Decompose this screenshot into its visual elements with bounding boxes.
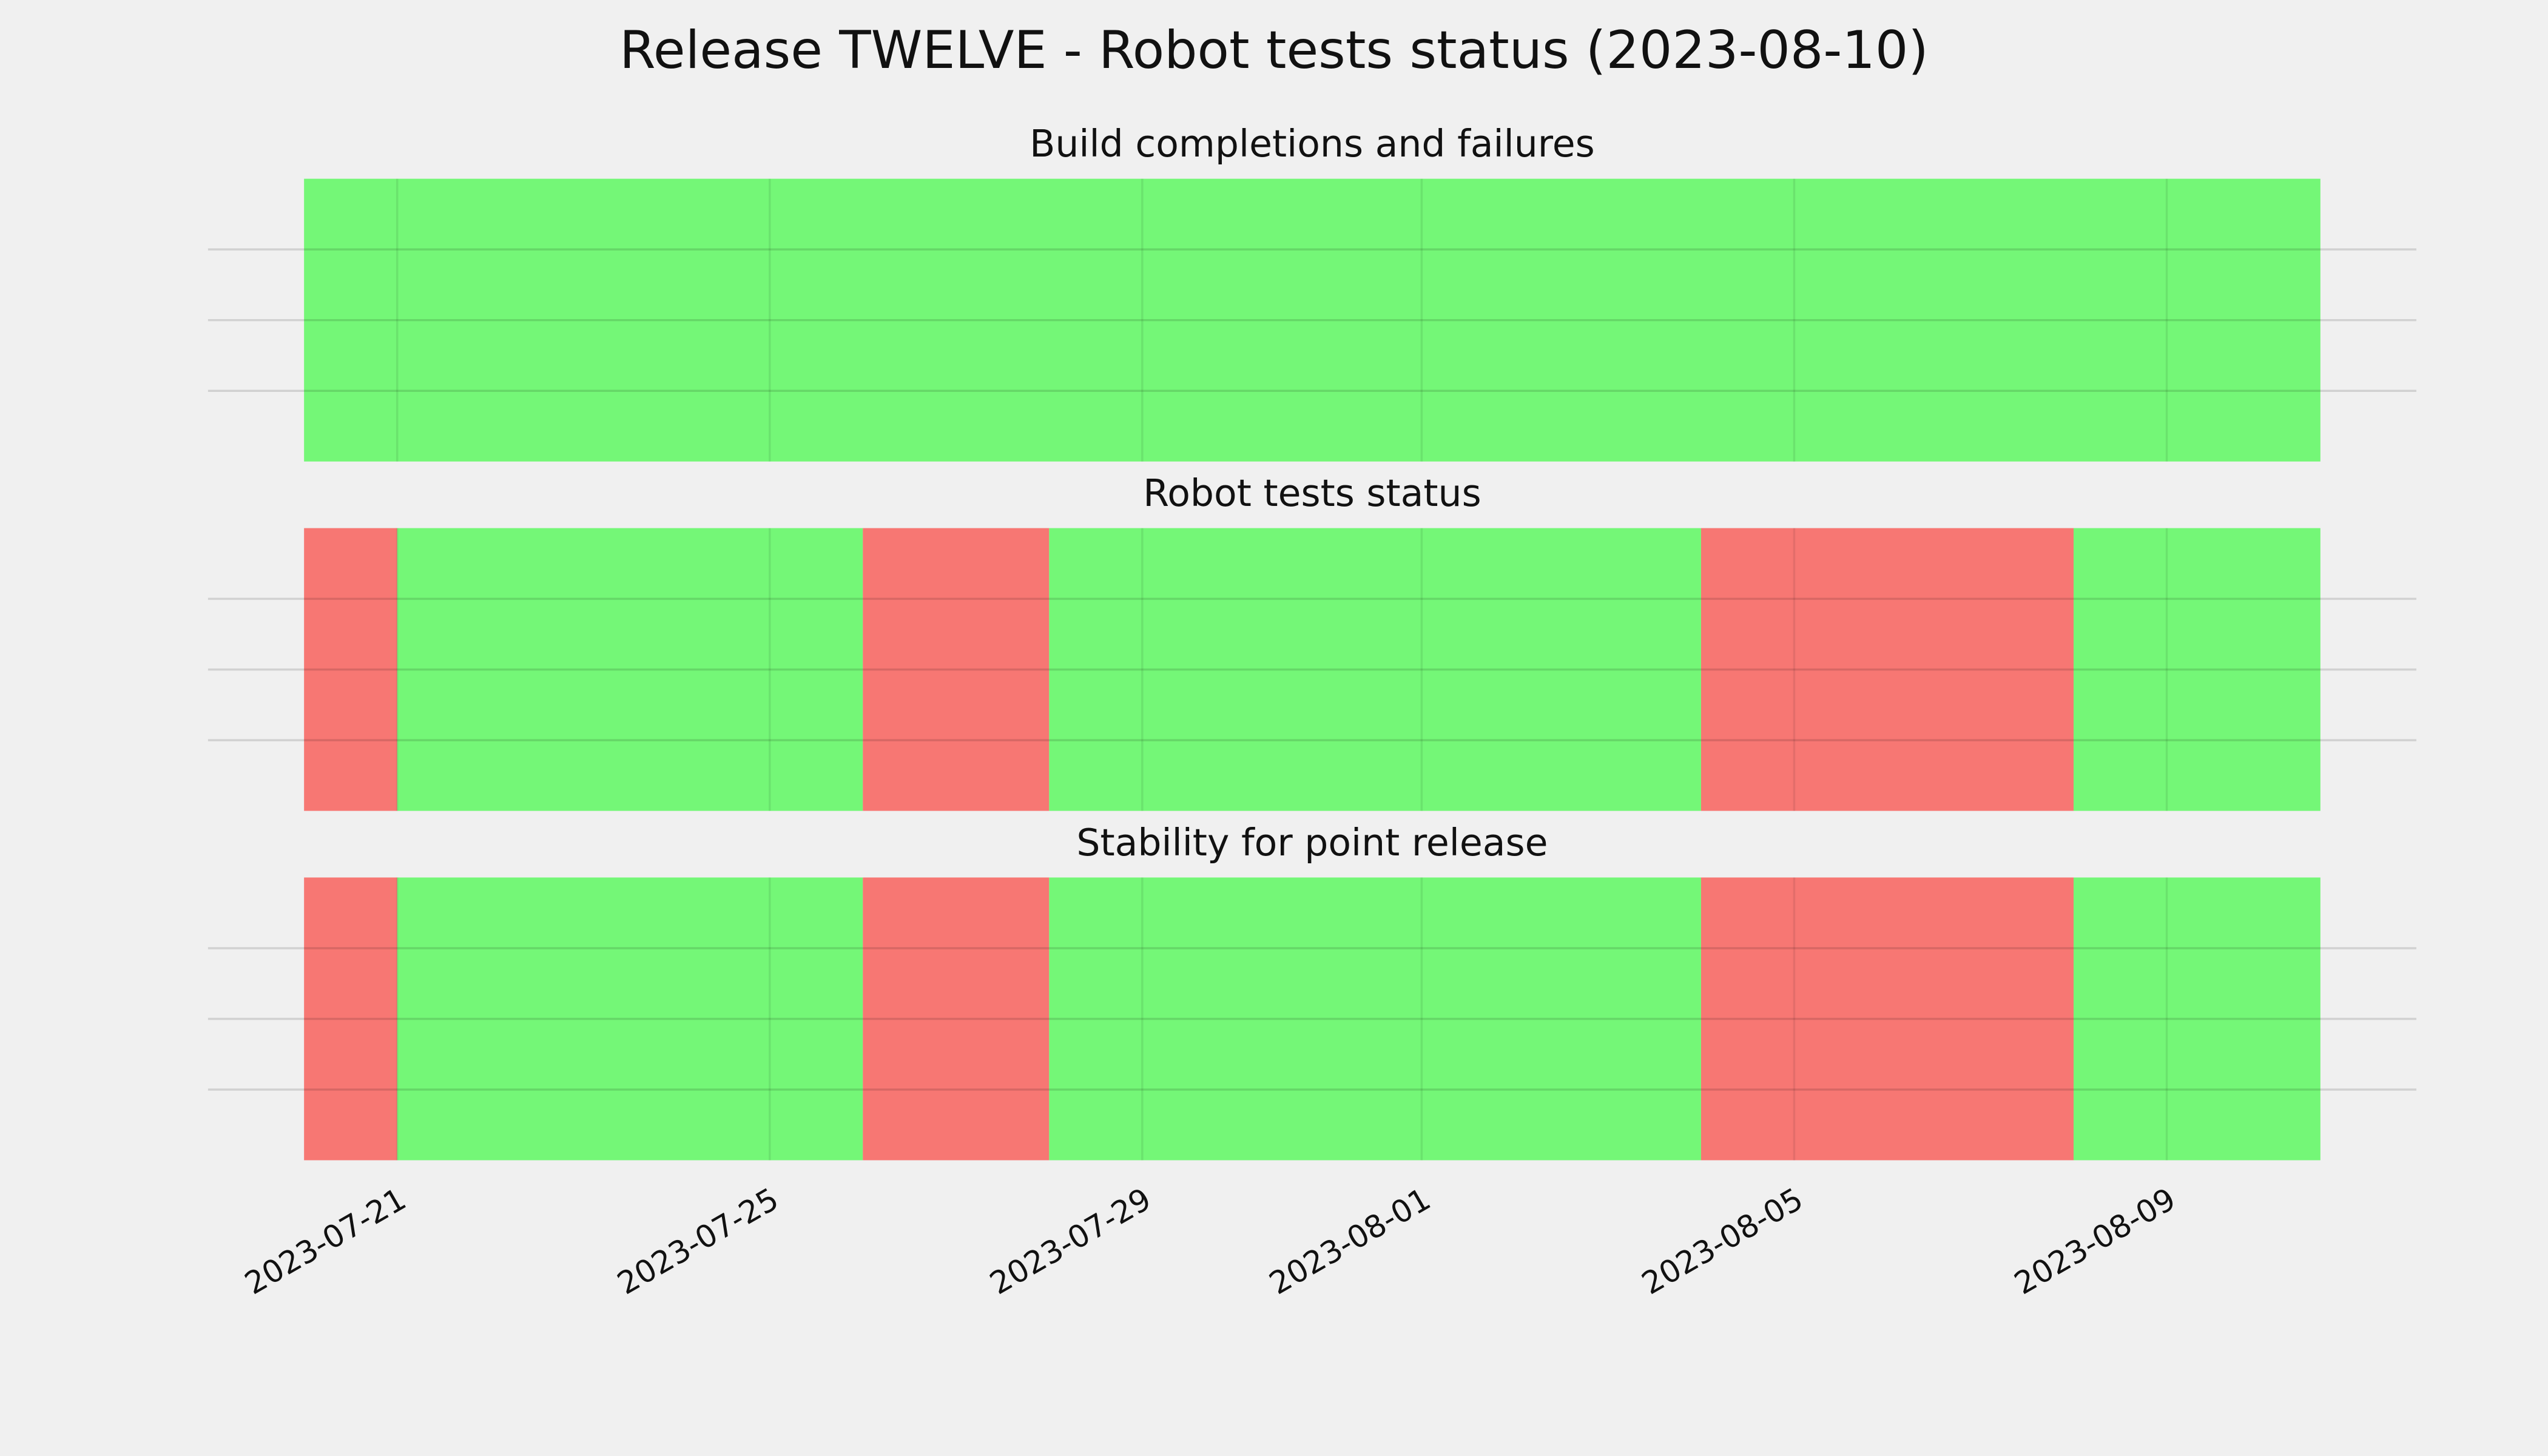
status-bar bbox=[304, 528, 397, 811]
status-bar bbox=[1700, 528, 2074, 811]
status-bar bbox=[397, 877, 863, 1161]
status-bar bbox=[863, 528, 1050, 811]
status-bar bbox=[863, 877, 1050, 1161]
panel-title: Robot tests status bbox=[1143, 471, 1481, 515]
status-bar bbox=[304, 178, 2320, 462]
chart-title: Release TWELVE - Robot tests status (202… bbox=[619, 20, 1929, 81]
status-bar bbox=[1049, 877, 1701, 1161]
status-bar bbox=[397, 528, 863, 811]
status-bar bbox=[2074, 528, 2320, 811]
status-bar bbox=[304, 877, 397, 1161]
panel-title: Build completions and failures bbox=[1030, 122, 1595, 166]
status-bar bbox=[2074, 877, 2320, 1161]
panel-title: Stability for point release bbox=[1076, 821, 1548, 864]
status-bar bbox=[1700, 877, 2074, 1161]
status-bar bbox=[1049, 528, 1701, 811]
